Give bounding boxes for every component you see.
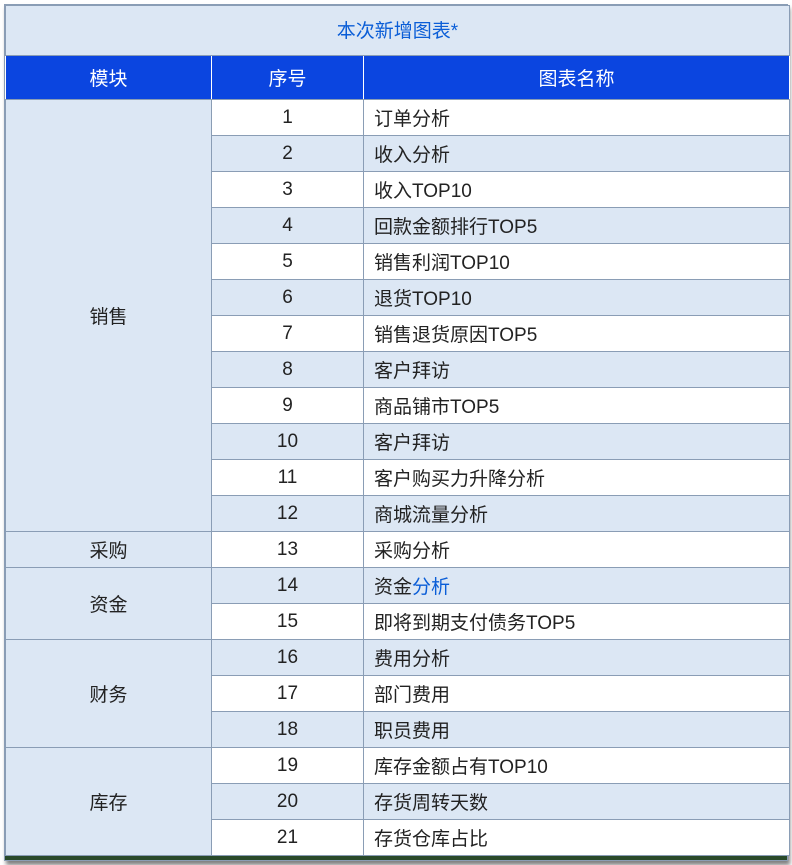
seq-cell: 6 — [212, 280, 364, 316]
seq-cell: 7 — [212, 316, 364, 352]
name-link-text: 分析 — [412, 577, 450, 598]
name-cell: 资金分析 — [364, 568, 790, 604]
seq-cell: 18 — [212, 712, 364, 748]
name-cell: 存货仓库占比 — [364, 820, 790, 856]
name-cell: 库存金额占有TOP10 — [364, 748, 790, 784]
seq-cell: 11 — [212, 460, 364, 496]
name-cell: 职员费用 — [364, 712, 790, 748]
name-cell: 销售退货原因TOP5 — [364, 316, 790, 352]
name-cell: 客户拜访 — [364, 352, 790, 388]
name-cell: 采购分析 — [364, 532, 790, 568]
module-cell: 库存 — [6, 748, 212, 856]
name-cell: 部门费用 — [364, 676, 790, 712]
name-cell: 即将到期支付债务TOP5 — [364, 604, 790, 640]
chart-table-container: 本次新增图表* 模块 序号 图表名称 销售1订单分析2收入分析3收入TOP104… — [4, 4, 788, 861]
header-module: 模块 — [6, 56, 212, 100]
seq-cell: 20 — [212, 784, 364, 820]
module-cell: 财务 — [6, 640, 212, 748]
seq-cell: 10 — [212, 424, 364, 460]
table-row: 采购13采购分析 — [6, 532, 790, 568]
name-cell: 存货周转天数 — [364, 784, 790, 820]
table-row: 销售1订单分析 — [6, 100, 790, 136]
seq-cell: 5 — [212, 244, 364, 280]
chart-table: 本次新增图表* 模块 序号 图表名称 销售1订单分析2收入分析3收入TOP104… — [5, 5, 790, 856]
seq-cell: 13 — [212, 532, 364, 568]
table-title: 本次新增图表* — [6, 6, 790, 56]
seq-cell: 1 — [212, 100, 364, 136]
name-cell: 客户拜访 — [364, 424, 790, 460]
seq-cell: 21 — [212, 820, 364, 856]
name-cell: 商城流量分析 — [364, 496, 790, 532]
seq-cell: 3 — [212, 172, 364, 208]
name-cell: 退货TOP10 — [364, 280, 790, 316]
table-row: 库存19库存金额占有TOP10 — [6, 748, 790, 784]
module-cell: 销售 — [6, 100, 212, 532]
name-cell: 费用分析 — [364, 640, 790, 676]
name-cell: 销售利润TOP10 — [364, 244, 790, 280]
name-cell: 客户购买力升降分析 — [364, 460, 790, 496]
name-text: 资金 — [374, 577, 412, 598]
table-title-row: 本次新增图表* — [6, 6, 790, 56]
table-row: 资金 14资金分析 — [6, 568, 790, 604]
table-header-row: 模块 序号 图表名称 — [6, 56, 790, 100]
module-cell: 采购 — [6, 532, 212, 568]
table-bottom-bar — [5, 856, 787, 860]
seq-cell: 9 — [212, 388, 364, 424]
seq-cell: 17 — [212, 676, 364, 712]
seq-cell: 15 — [212, 604, 364, 640]
seq-cell: 12 — [212, 496, 364, 532]
seq-cell: 14 — [212, 568, 364, 604]
header-name: 图表名称 — [364, 56, 790, 100]
seq-cell: 8 — [212, 352, 364, 388]
module-cell: 资金 — [6, 568, 212, 640]
header-seq: 序号 — [212, 56, 364, 100]
name-cell: 收入分析 — [364, 136, 790, 172]
name-cell: 商品铺市TOP5 — [364, 388, 790, 424]
name-cell: 回款金额排行TOP5 — [364, 208, 790, 244]
seq-cell: 4 — [212, 208, 364, 244]
seq-cell: 16 — [212, 640, 364, 676]
seq-cell: 2 — [212, 136, 364, 172]
name-cell: 订单分析 — [364, 100, 790, 136]
name-cell: 收入TOP10 — [364, 172, 790, 208]
seq-cell: 19 — [212, 748, 364, 784]
table-row: 财务16费用分析 — [6, 640, 790, 676]
